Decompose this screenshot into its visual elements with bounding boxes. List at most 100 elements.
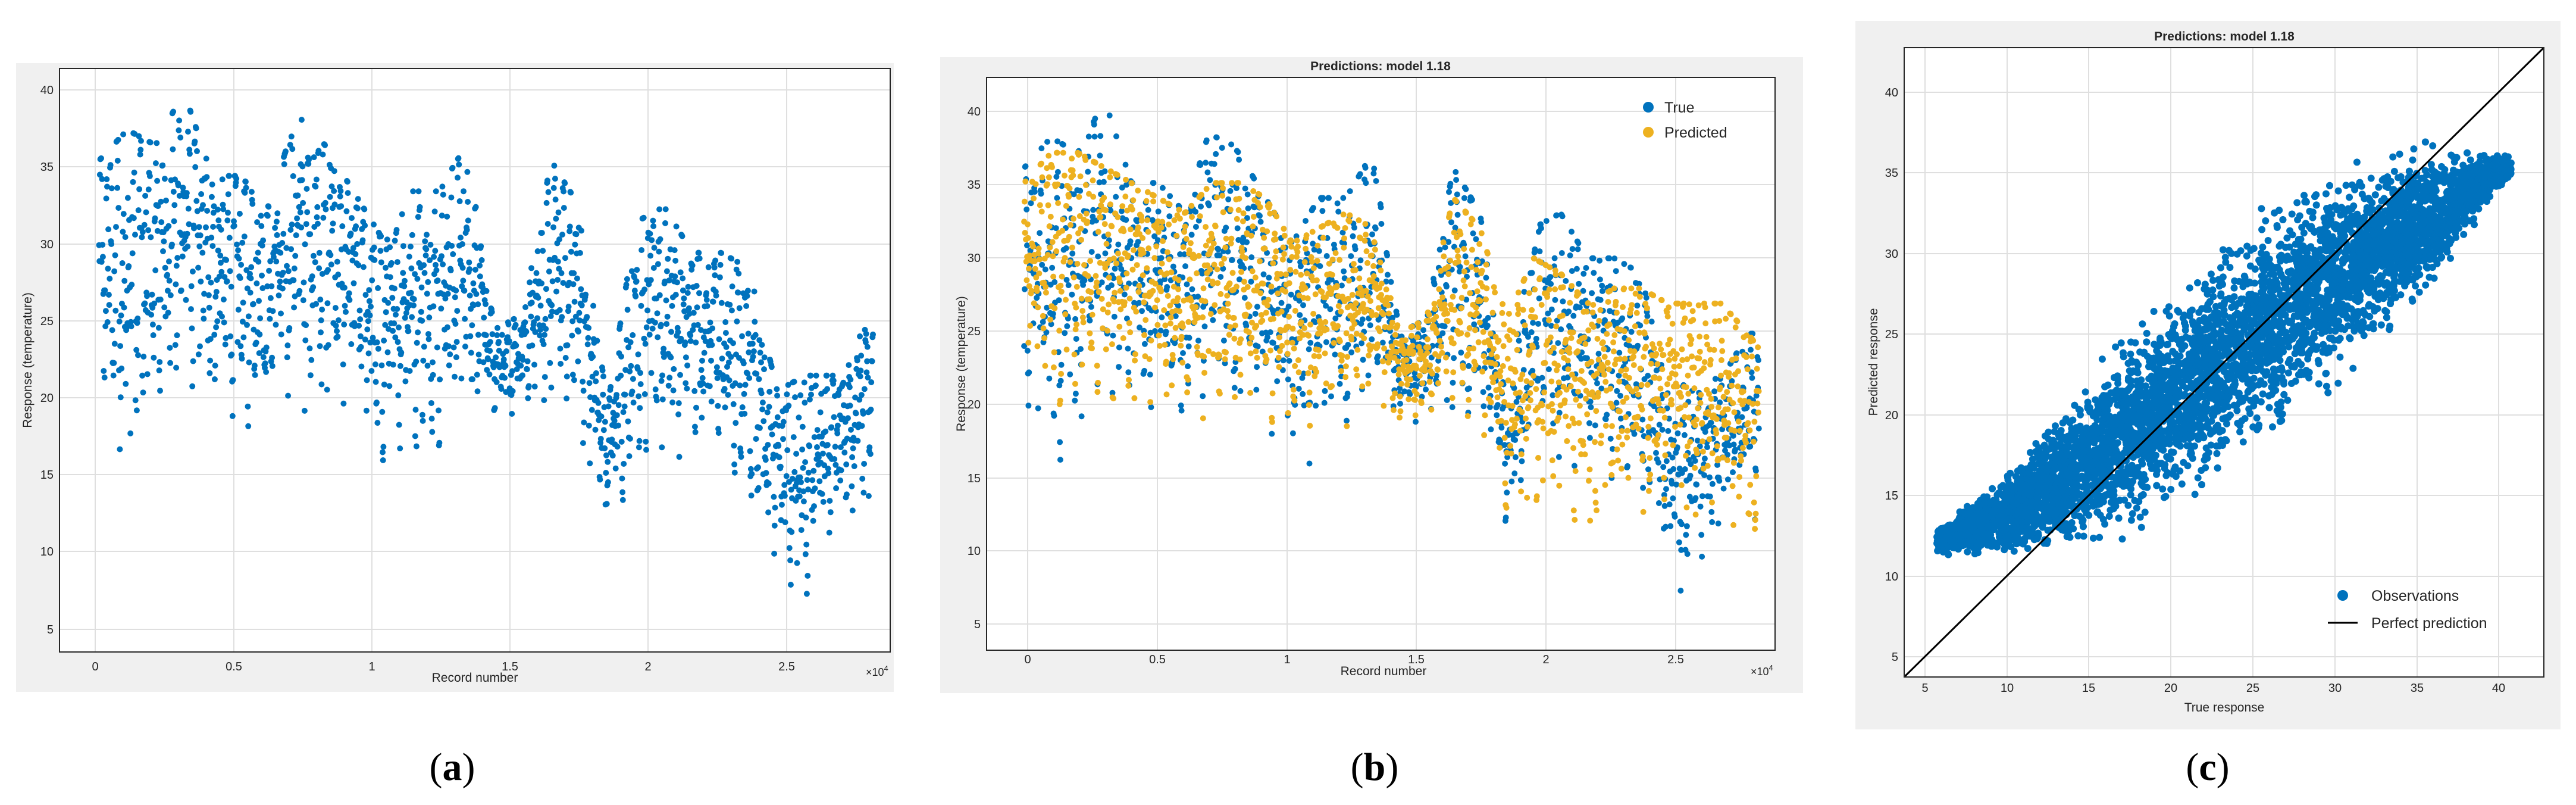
- true-point: [104, 319, 111, 325]
- true-point: [1352, 246, 1359, 252]
- true-point: [185, 129, 191, 135]
- true-point: [811, 503, 817, 510]
- true-point: [728, 255, 735, 262]
- true-point: [502, 363, 509, 369]
- true-point: [716, 336, 722, 342]
- true-point: [560, 280, 566, 286]
- true-point: [324, 300, 331, 307]
- true-point: [1536, 248, 1543, 255]
- true-point: [672, 292, 679, 298]
- predicted-point: [1329, 257, 1336, 263]
- true-point: [1569, 229, 1575, 235]
- true-point: [1748, 347, 1754, 353]
- true-point: [1204, 169, 1211, 176]
- true-point: [146, 173, 153, 179]
- true-point: [214, 207, 221, 213]
- true-point: [136, 186, 143, 192]
- true-point: [576, 310, 583, 316]
- true-point: [121, 277, 128, 284]
- predicted-point: [1373, 312, 1379, 318]
- true-point: [524, 358, 531, 364]
- true-point: [192, 164, 199, 170]
- predicted-point: [1298, 272, 1304, 278]
- true-point: [1535, 320, 1541, 327]
- predicted-point: [1346, 218, 1353, 224]
- predicted-point: [1279, 256, 1286, 263]
- true-point: [1118, 266, 1125, 272]
- true-point: [123, 380, 129, 387]
- true-point: [758, 390, 765, 397]
- true-point: [171, 218, 177, 224]
- true-point: [859, 476, 866, 482]
- true-point: [542, 316, 549, 322]
- true-point: [1679, 521, 1685, 528]
- true-point: [696, 249, 702, 256]
- predicted-point: [1553, 272, 1559, 278]
- true-point: [211, 332, 218, 338]
- true-point: [113, 224, 119, 230]
- true-point: [1674, 430, 1681, 436]
- true-point: [367, 339, 374, 346]
- true-point: [252, 372, 258, 378]
- true-point: [274, 232, 280, 238]
- predicted-point: [1089, 345, 1095, 351]
- true-point: [668, 354, 674, 361]
- true-point: [1220, 338, 1227, 344]
- true-point: [220, 201, 226, 208]
- true-point: [781, 492, 788, 499]
- predicted-point: [1283, 271, 1289, 277]
- predicted-point: [1270, 260, 1276, 267]
- predicted-point: [1694, 416, 1699, 423]
- predicted-point: [1517, 428, 1523, 434]
- predicted-point: [1076, 194, 1082, 200]
- predicted-point: [1613, 298, 1619, 305]
- true-point: [1411, 370, 1418, 376]
- predicted-point: [1498, 389, 1505, 395]
- true-point: [274, 210, 281, 217]
- true-point: [120, 211, 127, 217]
- true-point: [174, 332, 180, 339]
- true-point: [1328, 276, 1335, 283]
- predicted-point: [1044, 252, 1051, 258]
- true-point: [1708, 508, 1715, 515]
- true-point: [1232, 366, 1238, 372]
- true-point: [354, 205, 361, 211]
- true-point: [392, 238, 398, 244]
- true-point: [812, 382, 819, 389]
- true-point: [1384, 272, 1391, 278]
- predicted-point: [1616, 434, 1622, 441]
- true-point: [708, 357, 714, 364]
- predicted-point: [1163, 391, 1170, 398]
- predicted-point: [1263, 356, 1270, 363]
- true-point: [184, 244, 191, 249]
- true-point: [250, 301, 256, 307]
- predicted-point: [1466, 325, 1473, 331]
- predicted-point: [1144, 265, 1150, 272]
- predicted-point: [1272, 236, 1279, 242]
- predicted-point: [1073, 321, 1080, 327]
- true-point: [193, 198, 200, 204]
- true-point: [342, 302, 348, 309]
- predicted-point: [1622, 355, 1628, 362]
- true-point: [1063, 245, 1069, 251]
- predicted-point: [1105, 231, 1112, 238]
- predicted-point: [1524, 423, 1530, 430]
- true-point: [284, 342, 291, 349]
- predicted-point: [1280, 244, 1287, 251]
- predicted-point: [1451, 307, 1458, 313]
- true-point: [1195, 338, 1201, 344]
- true-point: [397, 445, 403, 452]
- predicted-point: [1592, 500, 1599, 506]
- predicted-point: [1691, 364, 1697, 371]
- true-point: [400, 243, 406, 249]
- predicted-point: [1054, 181, 1061, 188]
- true-point: [1189, 286, 1195, 292]
- predicted-point: [1525, 404, 1532, 410]
- predicted-point: [1546, 317, 1552, 323]
- predicted-point: [1074, 261, 1081, 267]
- predicted-point: [1281, 232, 1288, 239]
- predicted-point: [1377, 259, 1384, 266]
- true-point: [803, 541, 810, 548]
- predicted-point: [1499, 310, 1505, 316]
- true-point: [634, 267, 640, 273]
